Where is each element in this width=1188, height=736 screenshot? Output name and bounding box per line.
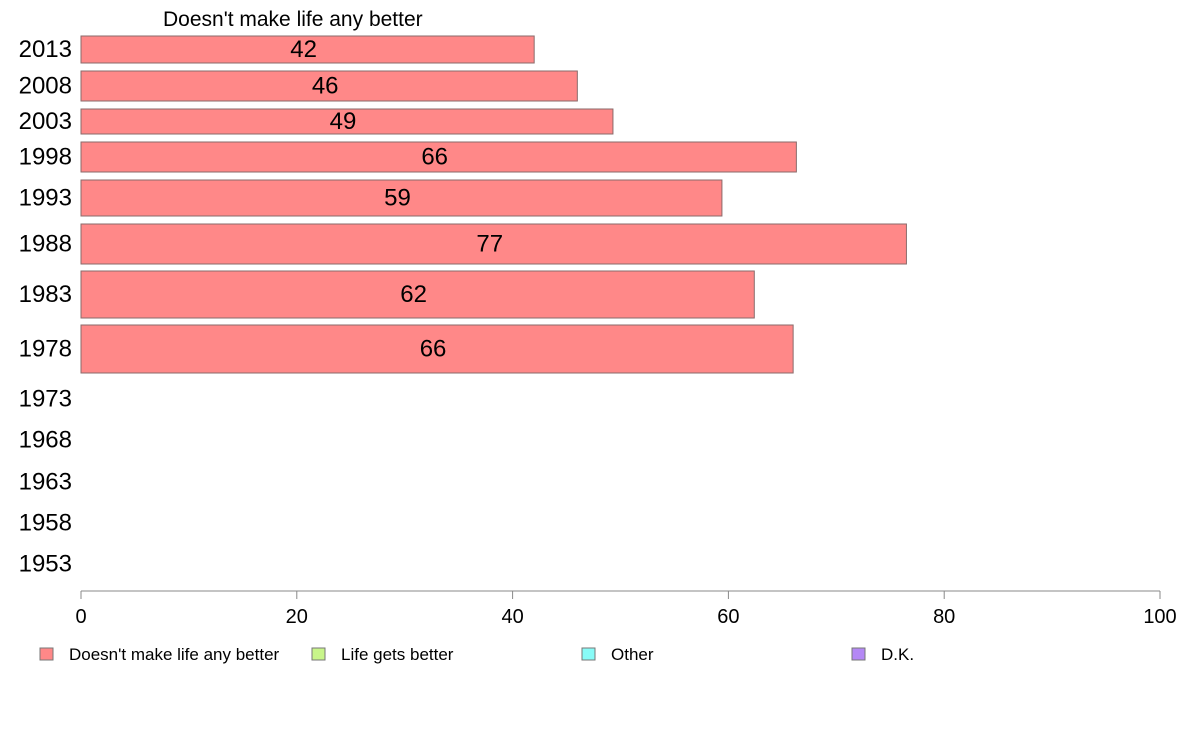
y-tick-label-2013: 2013	[19, 36, 72, 63]
legend: Doesn't make life any better Life gets be…	[39, 645, 914, 664]
bar-label-2008: 46	[312, 73, 339, 100]
bar-2013	[80, 35, 535, 64]
x-tick-label-0: 0	[75, 606, 86, 628]
y-tick-label-1968: 1968	[19, 427, 72, 454]
bar-label-1988: 77	[476, 231, 503, 258]
y-tick-label-2003: 2003	[19, 108, 72, 135]
y-tick-label-1958: 1958	[19, 510, 72, 537]
bars-group: 42 46 49 66 59 77 62 66	[80, 35, 907, 374]
y-tick-label-1963: 1963	[19, 469, 72, 496]
x-tick-label-40: 40	[501, 606, 523, 628]
legend-label-1: Life gets better	[341, 645, 454, 664]
y-axis-ticks: 2013 2008 2003 1998 1993 1988 1983 1978 1973 1968…	[19, 36, 72, 578]
x-tick-label-80: 80	[933, 606, 955, 628]
bar-label-2003: 49	[330, 108, 357, 135]
legend-swatch-0	[39, 647, 54, 661]
bar-1988	[80, 223, 907, 265]
legend-label-0: Doesn't make life any better	[69, 645, 280, 664]
bar-label-1998: 66	[421, 144, 448, 171]
y-tick-label-1978: 1978	[19, 336, 72, 363]
bar-1993	[80, 179, 723, 217]
y-tick-label-1953: 1953	[19, 551, 72, 578]
panel-title: Doesn't make life any better	[163, 8, 423, 31]
x-tick-label-60: 60	[717, 606, 739, 628]
bar-label-1993: 59	[384, 185, 411, 212]
x-tick-label-100: 100	[1143, 606, 1176, 628]
bar-1998	[80, 141, 797, 173]
y-tick-label-2008: 2008	[19, 73, 72, 100]
bar-label-2013: 42	[290, 36, 317, 63]
y-tick-label-1988: 1988	[19, 231, 72, 258]
x-tick-label-20: 20	[286, 606, 308, 628]
legend-label-3: D.K.	[881, 645, 914, 664]
y-tick-label-1983: 1983	[19, 281, 72, 308]
y-tick-label-1973: 1973	[19, 386, 72, 413]
bar-2008	[80, 70, 578, 102]
x-axis: 0 20 40 60 80 100	[75, 590, 1177, 628]
y-tick-label-1993: 1993	[19, 185, 72, 212]
y-tick-label-1998: 1998	[19, 144, 72, 171]
legend-swatch-2	[581, 647, 596, 661]
legend-swatch-1	[311, 647, 326, 661]
bar-1978	[80, 324, 794, 374]
bar-label-1978: 66	[420, 336, 447, 363]
bar-1983	[80, 270, 755, 319]
legend-label-2: Other	[611, 645, 654, 664]
bar-label-1983: 62	[400, 281, 427, 308]
bar-2003	[80, 108, 614, 135]
legend-swatch-3	[851, 647, 866, 661]
